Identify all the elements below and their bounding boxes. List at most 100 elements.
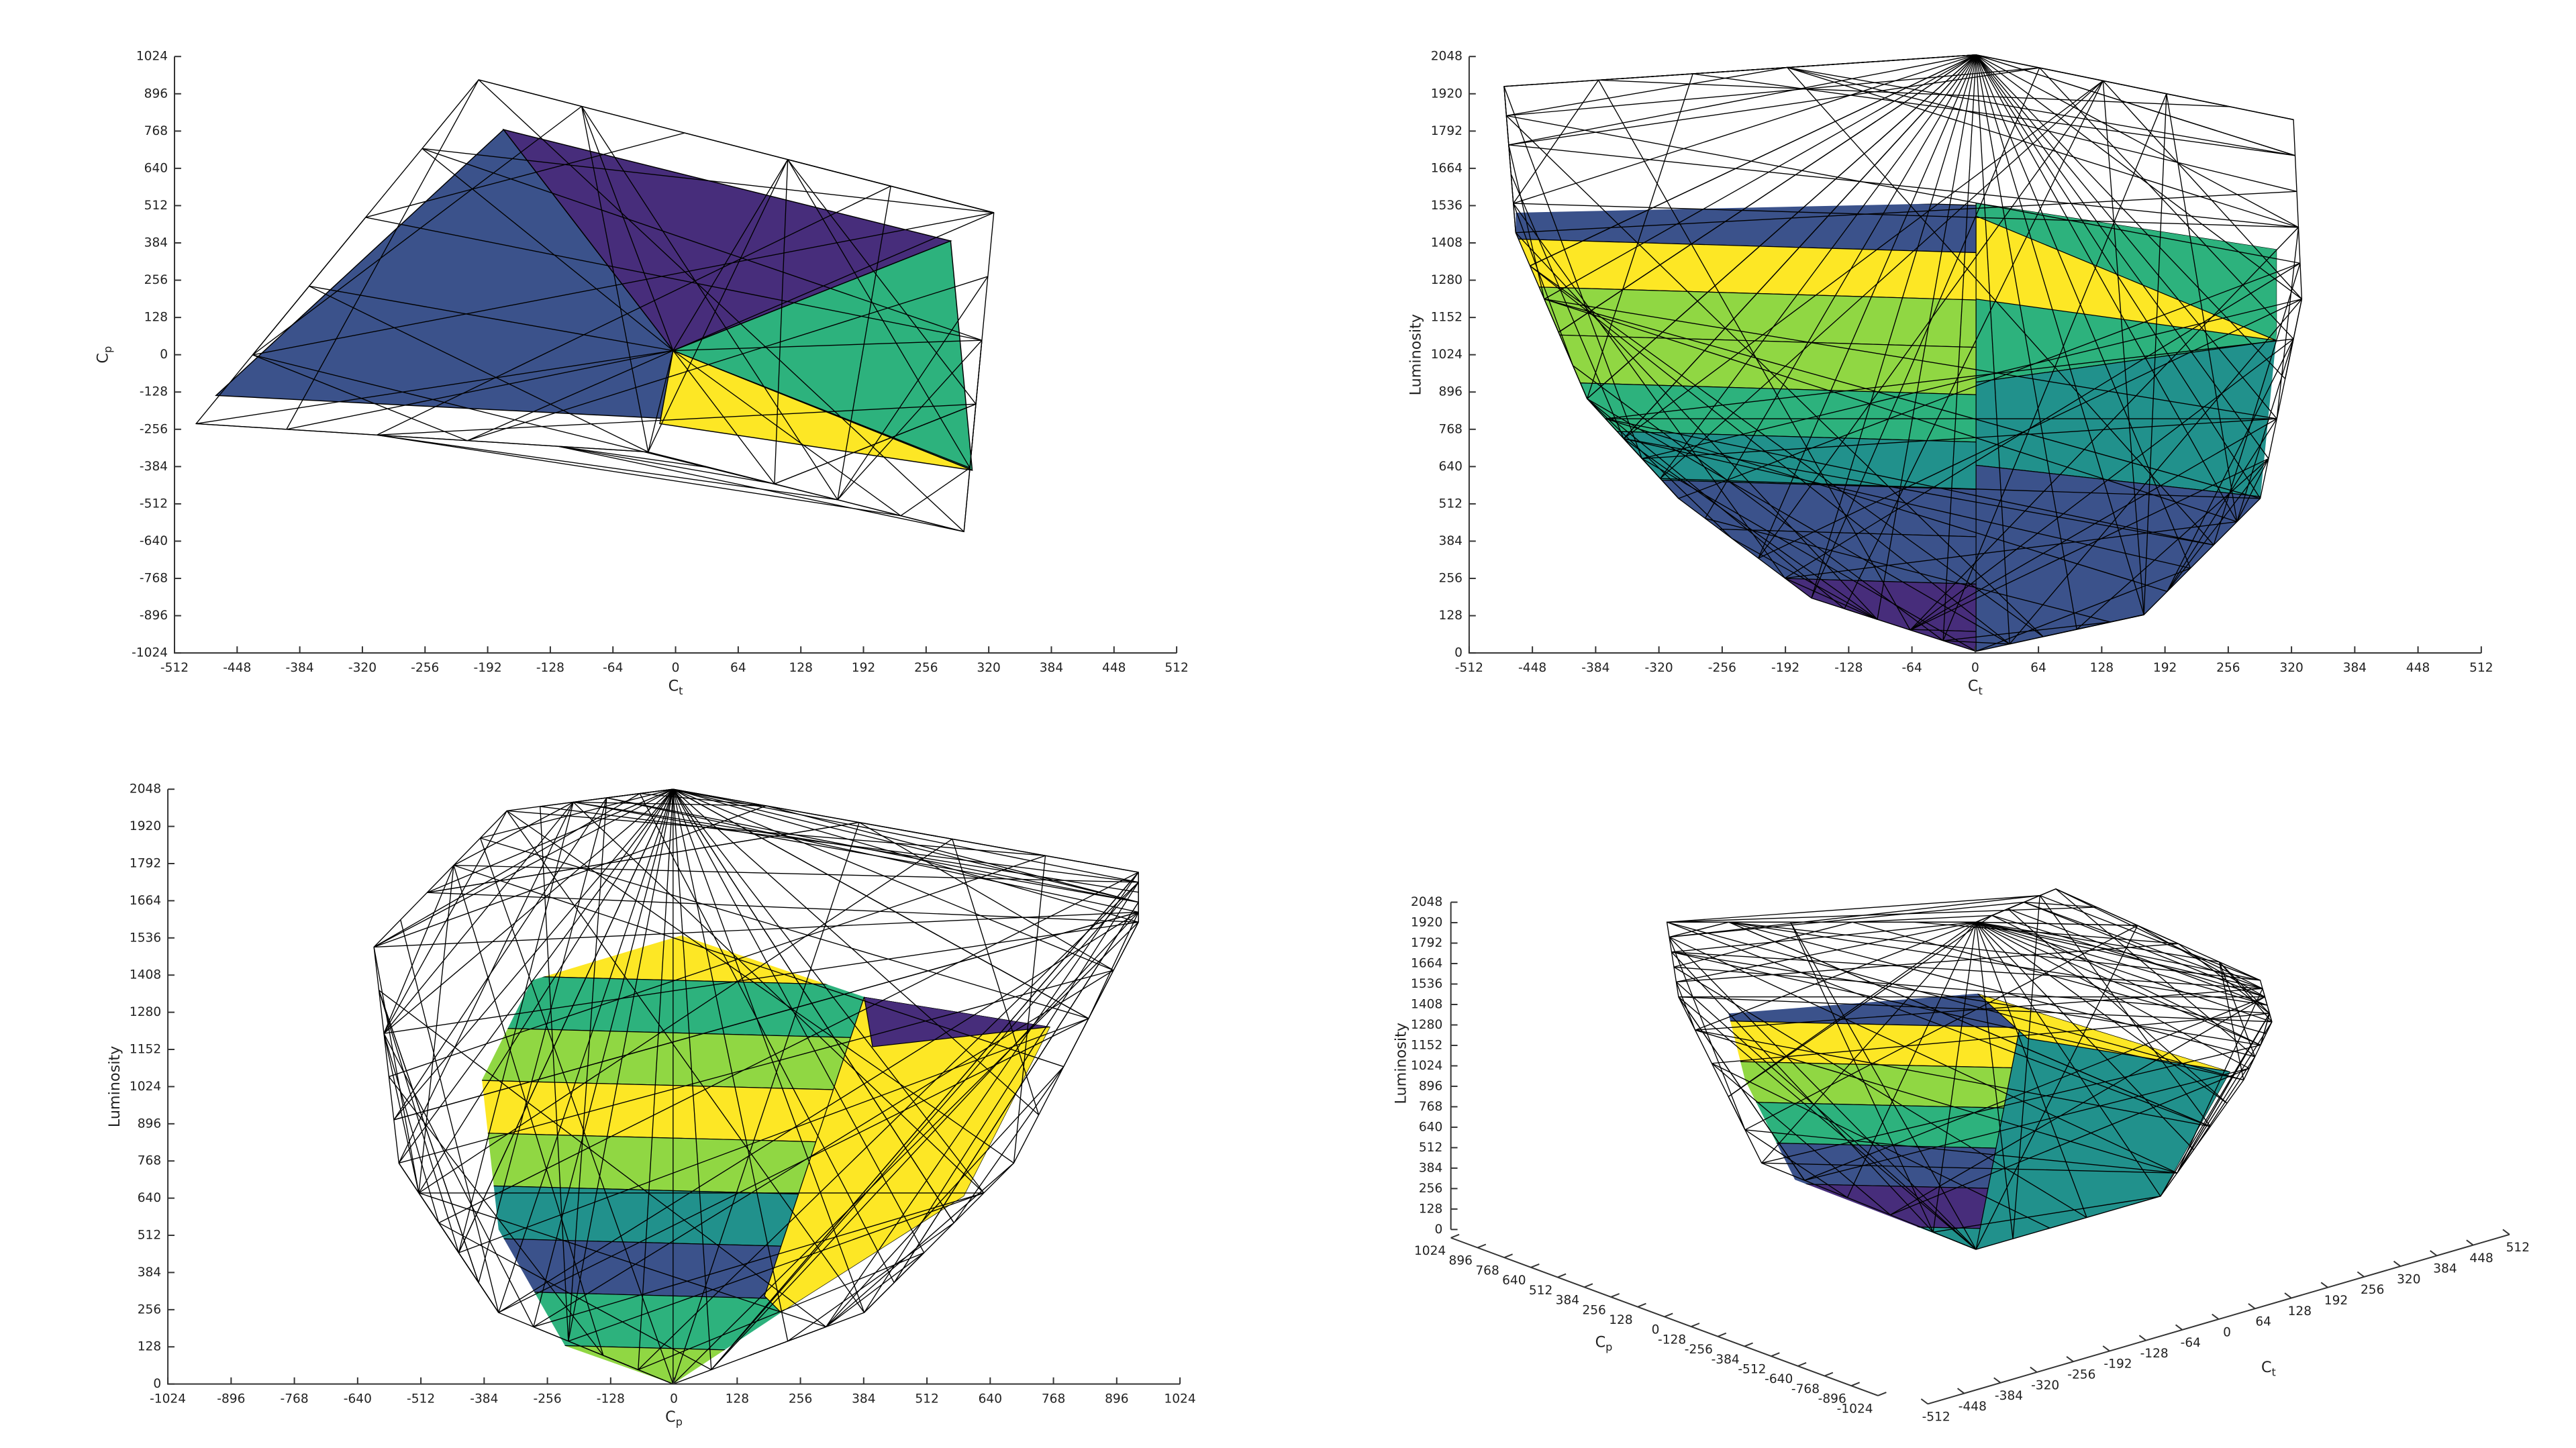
wire-edge	[1695, 921, 1977, 1031]
x-tick-label: -896	[217, 1392, 245, 1406]
y-tick	[1797, 1361, 1807, 1367]
wire-edge	[1544, 299, 2238, 523]
wire-edge	[1693, 73, 2295, 156]
y-tick	[1877, 1392, 1887, 1396]
wire-edge	[467, 350, 674, 442]
wire-edge	[1597, 80, 1911, 631]
x-tick	[1920, 1398, 1928, 1405]
wire-edge	[1678, 262, 2301, 499]
y-tick-label: 768	[144, 124, 168, 138]
wire-edge	[1790, 921, 1934, 1233]
wire-edge	[252, 212, 994, 356]
y-tick-label: 384	[1556, 1294, 1579, 1308]
wire-edge	[383, 811, 507, 1034]
x-tick	[2357, 1271, 2365, 1278]
wire-edge	[1598, 79, 2230, 107]
wire-edge	[673, 159, 789, 351]
y-tick-label: 1024	[136, 50, 168, 64]
wire-edge	[365, 217, 983, 341]
wire-edge	[2102, 80, 2302, 300]
x-tick-label: -768	[281, 1392, 309, 1406]
x-tick-label: 192	[2324, 1294, 2348, 1308]
y-tick	[1664, 1312, 1673, 1318]
x-tick-label: -128	[1834, 661, 1863, 675]
x-tick-label: 128	[789, 661, 812, 675]
wire-edge	[1605, 418, 1642, 459]
y-tick	[1530, 1263, 1540, 1268]
wire-edge	[1890, 996, 2265, 1216]
y-tick-label: 640	[1439, 460, 1463, 474]
wire-edge	[1975, 54, 2277, 419]
wire-edge	[1660, 478, 2261, 499]
wire-edge	[1785, 578, 1878, 620]
wire-edge	[1660, 80, 2103, 479]
wire-edge	[1508, 67, 2040, 146]
wire-edge	[1675, 982, 1696, 1031]
wire-edge	[2219, 962, 2273, 1023]
x-tick-label: 896	[1105, 1392, 1128, 1406]
y-tick-label: 256	[1582, 1303, 1605, 1317]
wire-edge	[1660, 54, 1977, 479]
wire-edge	[1676, 943, 2179, 983]
x-tick-label: 64	[2255, 1315, 2271, 1329]
wire-edge	[1515, 232, 1878, 620]
wire-edge	[422, 148, 983, 341]
wire-edge	[787, 1222, 954, 1342]
x-tick	[2502, 1229, 2510, 1235]
wire-edge	[2143, 93, 2167, 615]
wire-edge	[1678, 996, 1977, 1250]
y-tick-label: -640	[140, 534, 168, 548]
wire-edge	[478, 797, 607, 1283]
wire-edge	[2166, 93, 2238, 522]
wire-edge	[1513, 203, 2299, 228]
wire-edge	[379, 990, 827, 1328]
y-tick	[1744, 1342, 1753, 1347]
wire-edge	[766, 805, 1139, 903]
wire-edge	[1676, 921, 1977, 983]
wire-edge	[1605, 418, 2168, 592]
wire-edge	[309, 285, 648, 453]
wire-edge	[418, 1192, 826, 1328]
y-tick-label: 640	[144, 161, 168, 175]
wire-edge	[1712, 1013, 2270, 1064]
y-tick-label: -768	[1791, 1382, 1820, 1396]
wire-edge	[581, 106, 649, 452]
wire-edge	[383, 1033, 534, 1327]
wire-edge	[1804, 996, 2265, 1181]
wire-edge	[1558, 54, 1977, 333]
wire-edge	[1910, 418, 2277, 631]
z-tick-label: 256	[1419, 1182, 1442, 1196]
wire-edge	[557, 446, 711, 468]
x-tick-label: -512	[1455, 661, 1483, 675]
x-tick-label: -320	[348, 661, 377, 675]
wire-edge	[1667, 921, 2211, 1127]
wire-edge	[581, 106, 838, 501]
wire-edge	[540, 806, 569, 1341]
z-tick-label: 1792	[1411, 936, 1442, 950]
y-tick	[1771, 1352, 1780, 1357]
wire-edge	[2193, 1056, 2256, 1150]
x-tick-label: -448	[1959, 1400, 1987, 1414]
y-tick-label: 0	[1652, 1323, 1660, 1337]
x-tick	[1956, 1388, 1965, 1394]
y-tick-label: 896	[138, 1117, 161, 1131]
x-tick-label: -384	[286, 661, 314, 675]
y-tick-label: 128	[138, 1340, 161, 1354]
y-tick-label: 1920	[1431, 87, 1463, 101]
wire-edge	[1975, 54, 2299, 228]
wire-edge	[1811, 67, 2040, 599]
wire-edge	[1914, 921, 2179, 945]
wire-edge	[1731, 537, 1878, 620]
wire-edge	[1932, 1231, 1977, 1250]
wire-edge	[252, 354, 468, 442]
x-tick-label: -1024	[150, 1392, 186, 1406]
wire-edge	[1975, 54, 2191, 569]
wire-edge	[1787, 66, 2299, 228]
x-tick-label: 448	[1102, 661, 1126, 675]
z-tick-label: 1536	[1411, 977, 1442, 991]
wire-edge	[1587, 398, 2010, 645]
wire-edge	[673, 350, 901, 517]
wire-edge	[2055, 888, 2256, 1057]
